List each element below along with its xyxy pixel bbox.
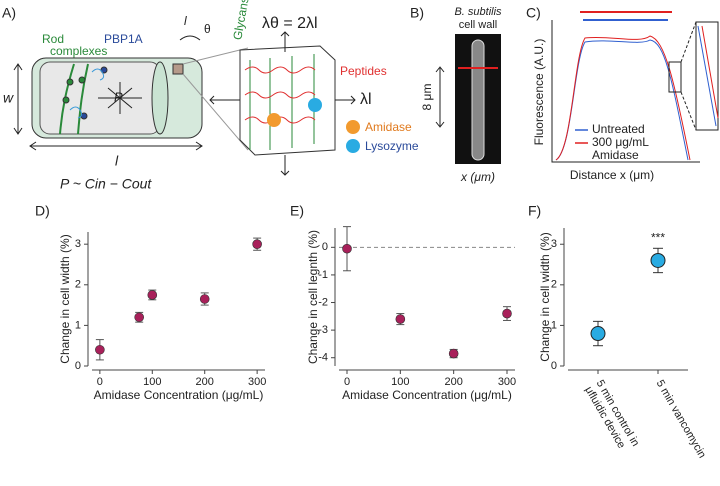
x-tick-label: 0 — [344, 376, 350, 388]
label: w — [3, 90, 14, 106]
x-tick-label: 100 — [391, 376, 409, 388]
y-tick-label: -2 — [318, 296, 328, 308]
profile-schematic — [551, 11, 719, 163]
equation: λθ = 2λl — [262, 15, 318, 32]
point — [199, 294, 210, 304]
x-tick-label: 200 — [196, 376, 214, 388]
axis-label: Fluorescence (A.U.) — [532, 39, 546, 146]
label: complexes — [50, 44, 107, 58]
panel-label: E) — [290, 203, 304, 219]
panel-label: F) — [528, 203, 541, 219]
title: B. subtilis — [454, 6, 502, 18]
scale-label: 8 μm — [420, 84, 434, 111]
label: l — [184, 14, 187, 28]
label: l — [115, 153, 119, 169]
scale-arrow — [435, 66, 445, 128]
legend-label: 300 μg/mL — [592, 135, 649, 149]
panel-label: D) — [35, 203, 50, 219]
y-tick-label: -4 — [318, 352, 328, 364]
label: λl — [360, 91, 372, 108]
x-tick-label: 200 — [444, 376, 462, 388]
page: A) Rod complexes PBP1A Glycans λθ = 2λl … — [0, 0, 720, 462]
panel-label: C) — [526, 5, 541, 21]
panel-label: B) — [410, 5, 424, 21]
y-tick-label: -3 — [318, 324, 328, 336]
y-tick-label: 0 — [322, 241, 328, 253]
y-axis-label: Change in cell width (%) — [58, 234, 72, 363]
y-axis-label: Change in cell legnth (%) — [306, 230, 320, 364]
y-tick-label: 3 — [75, 238, 81, 250]
label: PBP1A — [104, 32, 143, 46]
label: Glycans — [230, 0, 251, 41]
label: P — [114, 89, 123, 104]
point — [252, 239, 262, 249]
point — [395, 314, 406, 324]
y-tick-label: 3 — [551, 238, 557, 250]
point — [342, 243, 352, 254]
label: Lysozyme — [365, 139, 419, 153]
figure: A) Rod complexes PBP1A Glycans λθ = 2λl … — [2, 0, 719, 402]
label: θ — [204, 22, 211, 36]
cell — [471, 39, 485, 161]
label: Rod — [42, 32, 64, 46]
x-axis-label: Amidase Concentration (μg/mL) — [342, 388, 512, 402]
equation: P ~ Cin − Cout — [60, 176, 152, 192]
point — [134, 312, 144, 323]
y-tick-label: 0 — [551, 360, 557, 372]
x-tick-label: 100 — [143, 376, 161, 388]
point — [95, 344, 105, 355]
title: cell wall — [459, 19, 498, 31]
y-tick-label: 0 — [75, 360, 81, 372]
legend-label: Untreated — [592, 122, 645, 136]
point — [448, 348, 459, 359]
x-axis-label: Amidase Concentration (μg/mL) — [94, 388, 264, 402]
y-tick-label: 2 — [75, 279, 81, 291]
point — [502, 308, 512, 319]
label: Amidase — [365, 120, 412, 134]
point — [590, 326, 606, 342]
legend-label: Amidase — [592, 148, 639, 162]
x-tick-label: 300 — [248, 376, 266, 388]
label: Peptides — [340, 64, 387, 78]
point — [650, 252, 666, 268]
y-tick-label: 1 — [551, 319, 557, 331]
y-tick-label: 1 — [75, 319, 81, 331]
axis-label: x (μm) — [460, 170, 495, 184]
axis-label: Distance x (μm) — [570, 168, 654, 182]
y-axis-label: Change in cell width (%) — [538, 232, 552, 361]
panel-label: A) — [2, 5, 16, 21]
annotation: *** — [651, 230, 665, 244]
cell-diagram — [13, 31, 360, 176]
x-tick-label: 0 — [97, 376, 103, 388]
y-tick-label: 2 — [551, 279, 557, 291]
x-tick-label: 300 — [498, 376, 516, 388]
point — [147, 290, 158, 300]
y-tick-label: -1 — [318, 269, 328, 281]
